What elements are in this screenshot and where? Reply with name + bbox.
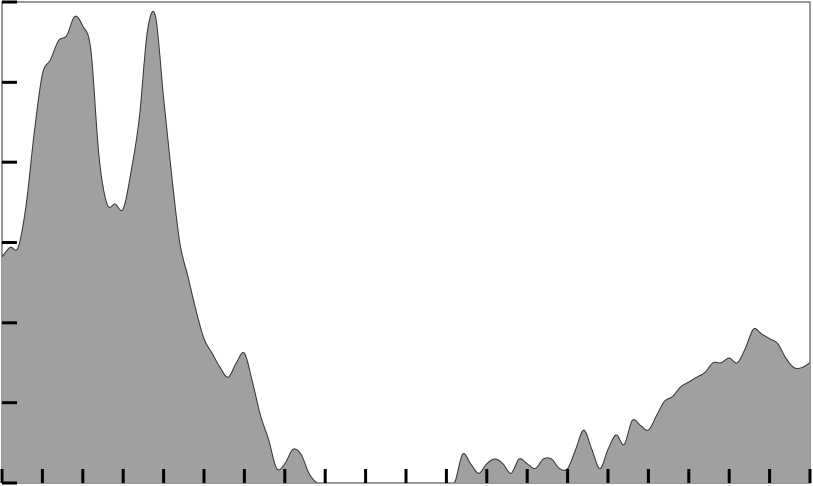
area-series-line	[1, 11, 811, 484]
x-axis-ticks	[0, 469, 812, 483]
y-axis-ticks	[2, 0, 17, 485]
area-series-fill	[2, 11, 810, 484]
